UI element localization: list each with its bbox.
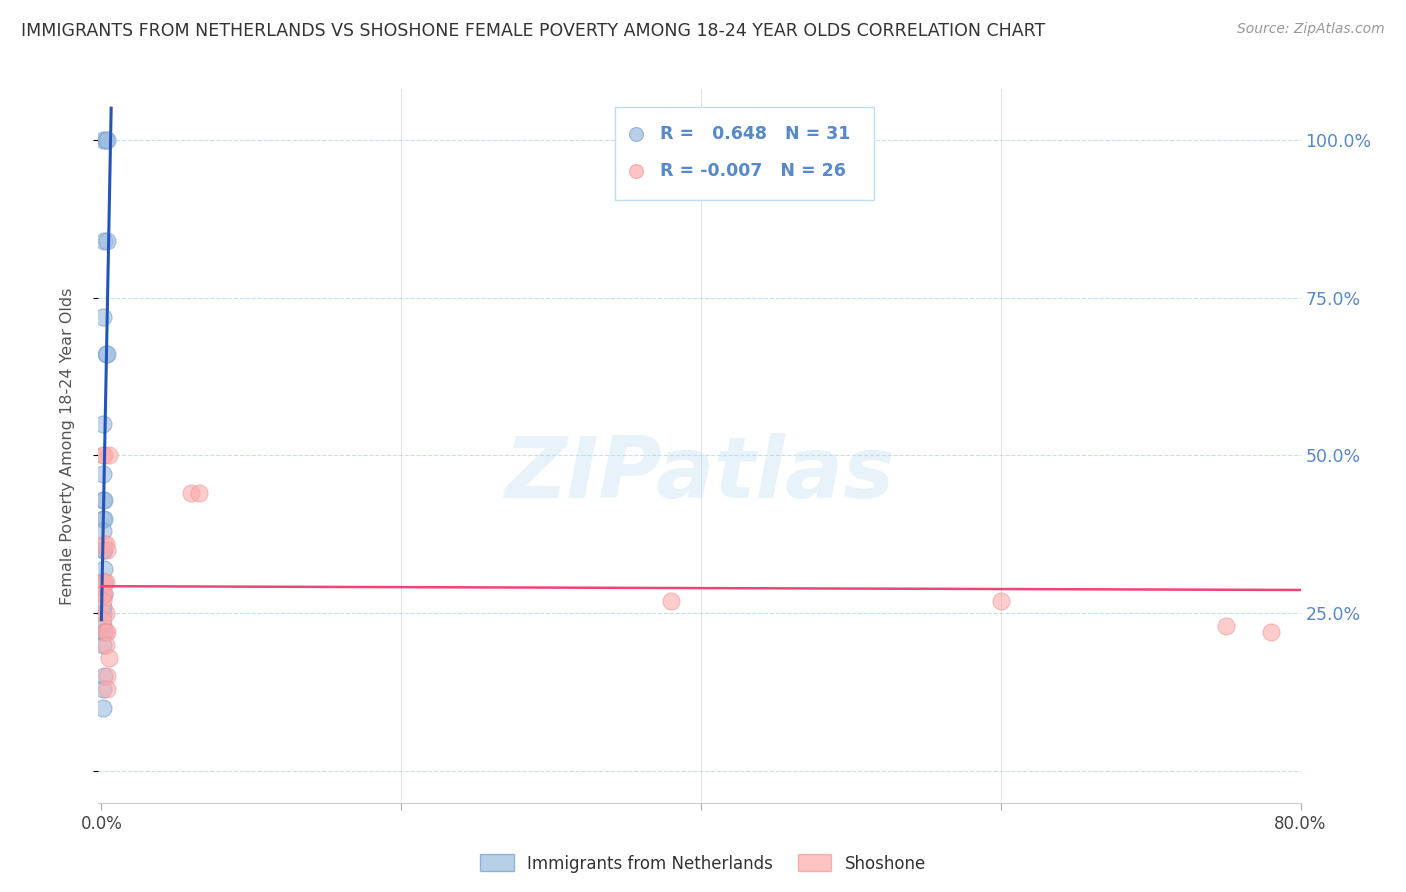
Point	[761, 205, 783, 219]
Point	[97, 650, 120, 665]
Point	[94, 574, 117, 589]
Point	[659, 593, 682, 607]
Point	[1260, 625, 1282, 640]
Point	[97, 449, 120, 463]
Point	[93, 234, 115, 248]
Point	[91, 417, 114, 431]
Point	[93, 625, 115, 640]
Point	[91, 574, 114, 589]
Point	[91, 593, 114, 607]
Point	[91, 625, 114, 640]
Point	[187, 486, 209, 500]
Point	[94, 347, 117, 361]
Point	[91, 701, 114, 715]
Point	[93, 537, 115, 551]
Point	[91, 607, 114, 621]
Point	[96, 669, 118, 683]
Point	[96, 543, 118, 558]
Point	[96, 625, 118, 640]
Point	[96, 234, 118, 248]
FancyBboxPatch shape	[616, 107, 873, 200]
Point	[91, 449, 114, 463]
Point	[1215, 619, 1237, 633]
Point	[761, 172, 783, 186]
Point	[94, 625, 117, 640]
Text: R =   0.648   N = 31: R = 0.648 N = 31	[659, 125, 851, 143]
Point	[93, 562, 115, 576]
Point	[91, 310, 114, 324]
Point	[94, 537, 117, 551]
Point	[93, 511, 115, 525]
Point	[91, 587, 114, 601]
Point	[93, 449, 115, 463]
Text: R = -0.007   N = 26: R = -0.007 N = 26	[659, 162, 845, 180]
Point	[91, 133, 114, 147]
Point	[91, 467, 114, 482]
Legend: Immigrants from Netherlands, Shoshone: Immigrants from Netherlands, Shoshone	[474, 847, 932, 880]
Point	[93, 492, 115, 507]
Point	[990, 593, 1012, 607]
Point	[93, 574, 115, 589]
Point	[93, 587, 115, 601]
Y-axis label: Female Poverty Among 18-24 Year Olds: Female Poverty Among 18-24 Year Olds	[60, 287, 75, 605]
Point	[91, 682, 114, 697]
Point	[93, 669, 115, 683]
Point	[93, 574, 115, 589]
Point	[94, 638, 117, 652]
Point	[180, 486, 202, 500]
Point	[93, 543, 115, 558]
Point	[91, 574, 114, 589]
Point	[96, 347, 118, 361]
Point	[91, 600, 114, 615]
Text: ZIPatlas: ZIPatlas	[505, 433, 894, 516]
Point	[91, 587, 114, 601]
Point	[93, 587, 115, 601]
Text: IMMIGRANTS FROM NETHERLANDS VS SHOSHONE FEMALE POVERTY AMONG 18-24 YEAR OLDS COR: IMMIGRANTS FROM NETHERLANDS VS SHOSHONE …	[21, 22, 1045, 40]
Point	[91, 492, 114, 507]
Point	[91, 511, 114, 525]
Point	[91, 613, 114, 627]
Point	[91, 619, 114, 633]
Point	[96, 682, 118, 697]
Point	[91, 524, 114, 539]
Point	[91, 638, 114, 652]
Point	[91, 543, 114, 558]
Point	[96, 133, 118, 147]
Text: Source: ZipAtlas.com: Source: ZipAtlas.com	[1237, 22, 1385, 37]
Point	[94, 133, 117, 147]
Point	[94, 607, 117, 621]
